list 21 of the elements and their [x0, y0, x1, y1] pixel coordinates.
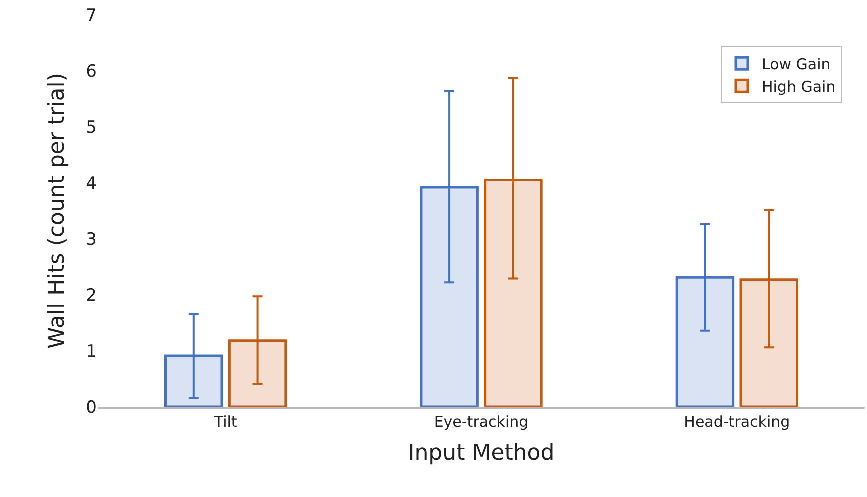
y-tick-label: 6 — [86, 62, 97, 82]
y-tick-label: 7 — [86, 6, 97, 26]
y-tick-label: 4 — [86, 174, 97, 194]
bar — [484, 178, 543, 407]
y-tick-label: 0 — [86, 398, 97, 418]
legend-label: Low Gain — [762, 55, 831, 74]
bar — [164, 354, 224, 407]
x-tick-label: Head-tracking — [684, 412, 790, 431]
x-tick-label: Eye-tracking — [434, 412, 529, 431]
bar — [740, 278, 798, 407]
bar — [420, 186, 479, 407]
x-axis-title: Input Method — [408, 441, 555, 466]
y-tick-label: 1 — [86, 342, 97, 362]
x-tick-label: Tilt — [213, 412, 238, 431]
y-tick-label: 2 — [86, 286, 97, 306]
y-axis-title: Wall Hits (count per trial) — [44, 73, 70, 349]
y-tick-label: 5 — [86, 118, 97, 138]
bar — [228, 340, 288, 407]
legend-label: High Gain — [762, 78, 836, 96]
bar — [676, 276, 735, 407]
y-tick-label: 3 — [86, 230, 97, 250]
